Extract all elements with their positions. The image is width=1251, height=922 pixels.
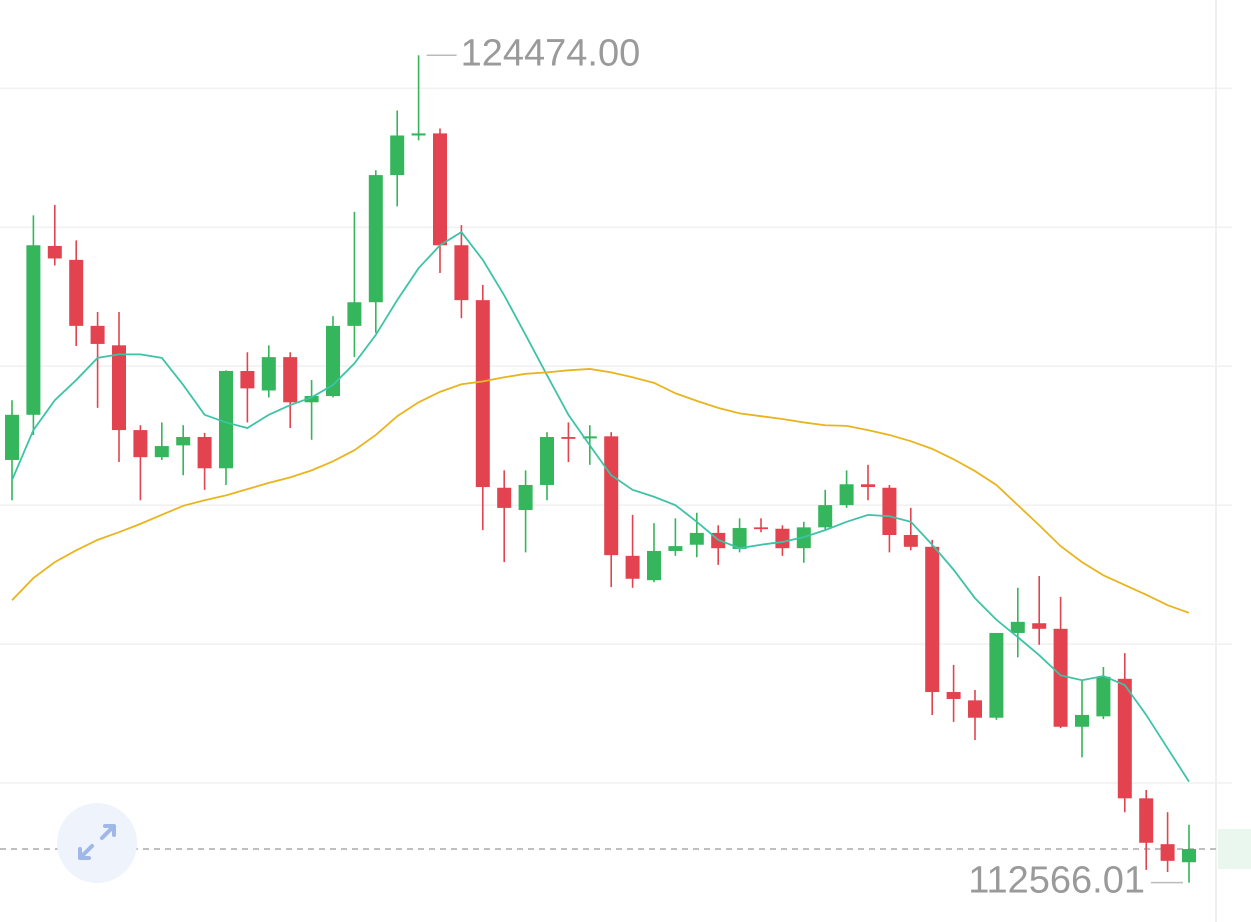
candle-body [1096, 676, 1111, 717]
candle-body [925, 546, 940, 693]
candle-body [561, 437, 576, 439]
candle-body [454, 245, 469, 301]
expand-button[interactable] [57, 803, 137, 883]
candle-body [668, 546, 683, 551]
candle-body [1010, 621, 1025, 633]
candle-body [625, 555, 640, 579]
moving-average [11, 368, 1190, 614]
candle-body [390, 135, 405, 176]
candle-body [582, 436, 597, 439]
candle-body [989, 632, 1004, 718]
candle-body [604, 436, 619, 556]
candle-body [1075, 714, 1089, 727]
candle-body [5, 414, 19, 460]
candle-body [647, 550, 661, 581]
annotation-label: 124474.00 [461, 32, 641, 74]
candle-body [818, 505, 833, 528]
candle-body [903, 534, 918, 547]
candle-body [1117, 678, 1132, 799]
candle-body [283, 357, 298, 403]
candle-body [112, 345, 126, 431]
candle-body [475, 300, 490, 488]
candle-body [411, 133, 426, 136]
candle-body [1160, 844, 1175, 861]
candle-body [219, 371, 233, 469]
candle-body [732, 528, 747, 549]
candle-body [1053, 628, 1068, 727]
candle-body [90, 325, 105, 344]
candle-body [754, 527, 768, 530]
candle-body [839, 484, 854, 506]
candle-body [240, 371, 255, 389]
candle-body [26, 245, 41, 415]
candle-body [968, 700, 982, 718]
candle-body [689, 532, 704, 545]
candle-body [47, 245, 62, 259]
candle-body [304, 396, 319, 403]
expand-icon [78, 824, 116, 860]
candle-body [326, 325, 340, 397]
candle-body [133, 430, 148, 458]
candles [5, 55, 1196, 883]
candle-body [1139, 798, 1154, 843]
candle-body [861, 484, 875, 488]
candle-body [176, 437, 191, 446]
candle-body [261, 357, 276, 391]
candle-body [540, 437, 554, 485]
candle-body [69, 259, 84, 326]
candle-body [497, 487, 512, 508]
expand-circle [57, 803, 137, 883]
candle-body [368, 175, 383, 303]
moving-average [11, 230, 1190, 783]
candle-body [518, 484, 533, 510]
candle-body [1182, 849, 1196, 863]
candle-body [197, 437, 212, 469]
candle-body [1032, 623, 1047, 629]
candle-body [946, 692, 961, 699]
candle-body [775, 528, 790, 549]
last-price-tag [1218, 829, 1251, 870]
candle-body [433, 133, 447, 246]
candle-body [347, 302, 362, 326]
grid [0, 87, 1232, 784]
candle-body [154, 446, 169, 458]
annotation-label: 112566.01 [968, 860, 1145, 902]
candle-body [882, 487, 897, 535]
